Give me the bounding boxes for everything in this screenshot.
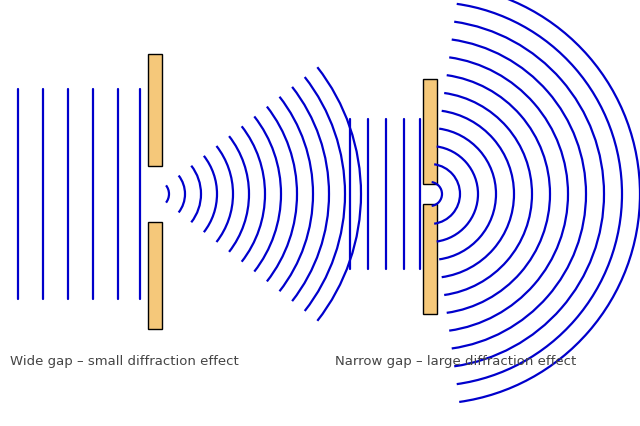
Bar — [148, 55, 162, 167]
Text: Wide gap – small diffraction effect: Wide gap – small diffraction effect — [10, 354, 239, 367]
Text: Narrow gap – large diffraction effect: Narrow gap – large diffraction effect — [335, 354, 576, 367]
Bar — [148, 222, 162, 329]
Bar — [423, 80, 437, 184]
Bar — [423, 204, 437, 314]
